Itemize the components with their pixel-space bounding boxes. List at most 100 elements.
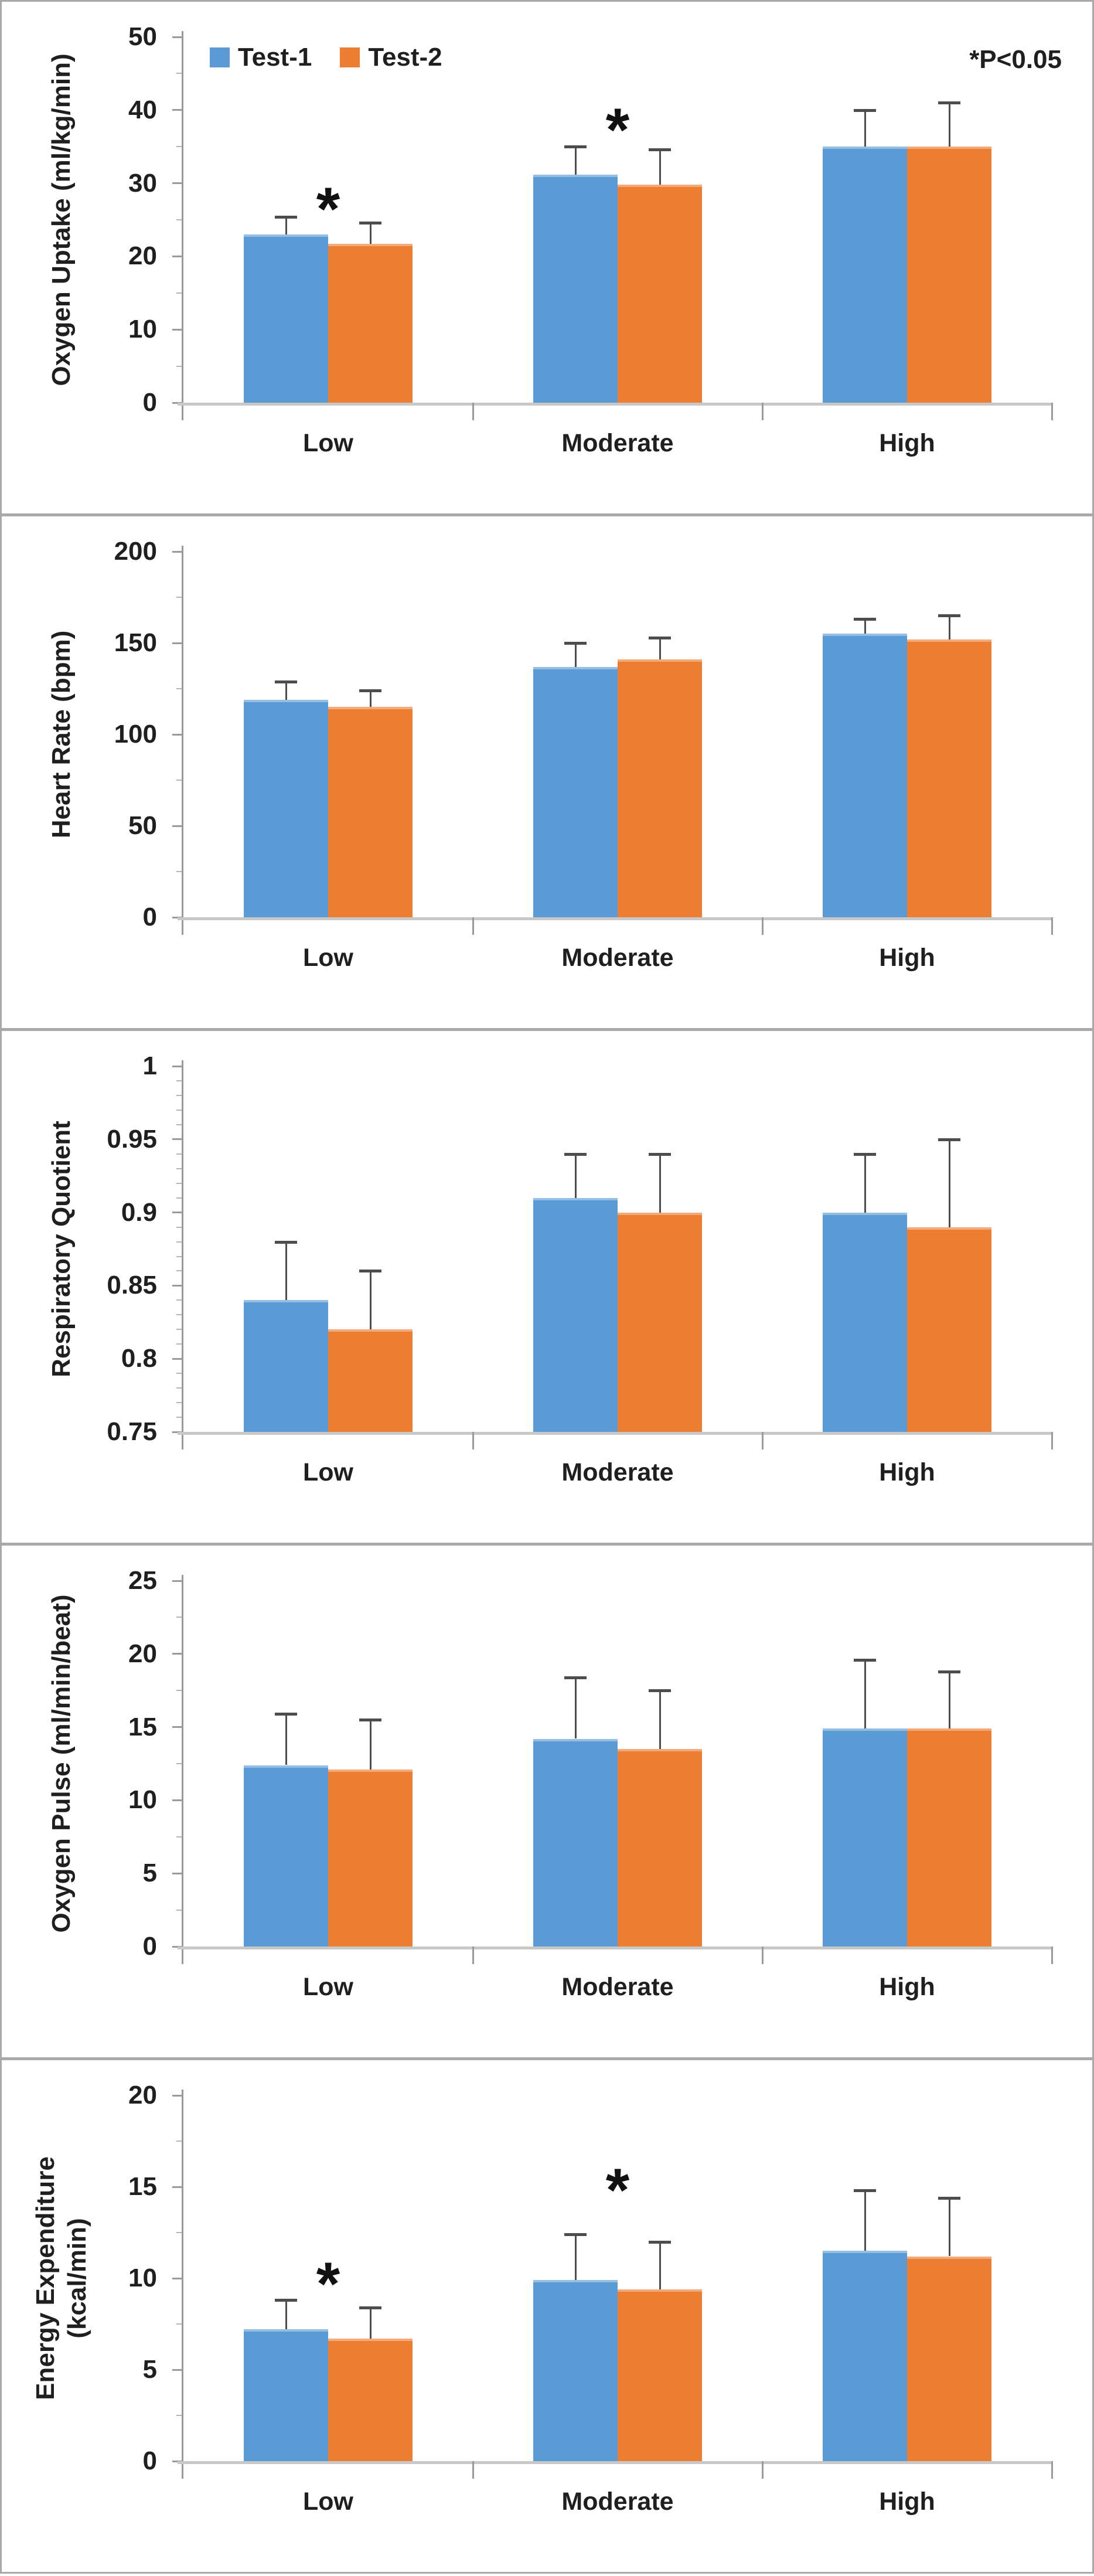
y-axis-line	[182, 546, 183, 935]
y-major-tick	[172, 1580, 182, 1582]
y-minor-tick	[176, 597, 182, 598]
x-axis-group-tick	[472, 2461, 474, 2479]
error-bar-cap-test-2-moderate	[649, 2240, 671, 2244]
y-major-tick	[172, 1799, 182, 1801]
y-minor-tick	[176, 1763, 182, 1764]
y-tick-label: 5	[142, 2355, 157, 2384]
bar-test-1-high	[823, 147, 907, 403]
error-bar-cap-test-1-moderate	[564, 1152, 587, 1156]
category-label-low: Low	[303, 2487, 353, 2516]
chart-panel-energy-expenditure: Energy Expenditure (kcal/min) 0 5 10 15 20 Low M…	[0, 2058, 1094, 2574]
y-minor-tick	[176, 1402, 182, 1404]
error-bar-line-test-2-moderate	[659, 149, 661, 185]
y-minor-tick	[176, 1094, 182, 1096]
error-bar-cap-test-1-low	[275, 1240, 297, 1244]
category-label-high: High	[879, 1458, 935, 1486]
y-major-tick	[172, 1212, 182, 1214]
x-axis-group-tick	[472, 1947, 474, 1964]
error-bar-cap-test-2-moderate	[649, 636, 671, 639]
y-minor-tick	[176, 1343, 182, 1345]
y-major-tick	[172, 825, 182, 827]
y-axis-line	[182, 1060, 183, 1449]
x-axis-group-tick	[472, 1432, 474, 1449]
significance-asterisk-low: *	[316, 2250, 340, 2318]
y-axis-line	[182, 1575, 183, 1964]
category-label-high: High	[879, 429, 935, 457]
bar-test-2-moderate	[618, 185, 702, 403]
significance-asterisk-moderate: *	[605, 96, 630, 165]
bar-top-highlight	[618, 2289, 702, 2292]
y-major-tick	[172, 2460, 182, 2462]
significance-asterisk-moderate: *	[605, 2156, 630, 2225]
y-tick-label: 200	[114, 537, 157, 566]
bar-top-highlight	[533, 1738, 618, 1741]
bar-test-1-low	[244, 234, 328, 403]
bar-top-highlight	[244, 1300, 328, 1303]
bar-test-2-moderate	[618, 2289, 702, 2461]
y-minor-tick	[176, 871, 182, 872]
error-bar-line-test-1-high	[864, 2190, 866, 2251]
error-bar-cap-test-2-low	[359, 1719, 381, 1722]
y-major-tick	[172, 182, 182, 185]
y-minor-tick	[176, 146, 182, 148]
y-minor-tick	[176, 73, 182, 74]
chart-panel-respiratory-quotient: Respiratory Quotient 0.75 0.8 0.85 0.9 0.95 1 L…	[0, 1029, 1094, 1544]
error-bar-line-test-1-low	[285, 1714, 287, 1765]
y-tick-label: 20	[128, 2081, 157, 2109]
y-tick-label: 0.75	[107, 1417, 157, 1446]
bar-test-1-moderate	[533, 174, 618, 403]
y-minor-tick	[176, 1836, 182, 1837]
y-major-tick	[172, 1138, 182, 1141]
y-major-tick	[172, 916, 182, 918]
y-tick-label: 50	[128, 22, 157, 51]
y-minor-tick	[176, 1080, 182, 1081]
category-label-moderate: Moderate	[561, 1973, 674, 2001]
x-axis-baseline	[178, 403, 1052, 406]
y-tick-label: 0.85	[107, 1271, 157, 1300]
error-bar-cap-test-2-high	[938, 101, 960, 105]
error-bar-cap-test-1-high	[854, 618, 876, 621]
category-label-moderate: Moderate	[561, 1458, 674, 1486]
y-axis-line	[182, 31, 183, 420]
bar-test-1-moderate	[533, 666, 618, 917]
y-minor-tick	[176, 1417, 182, 1418]
y-tick-label: 20	[128, 241, 157, 271]
bar-top-highlight	[907, 147, 991, 149]
error-bar-line-test-1-moderate	[574, 2234, 577, 2281]
bar-top-highlight	[244, 234, 328, 237]
y-major-tick	[172, 1284, 182, 1287]
error-bar-line-test-2-moderate	[659, 637, 661, 659]
y-minor-tick	[176, 1909, 182, 1911]
y-minor-tick	[176, 1690, 182, 1692]
error-bar-cap-test-2-low	[359, 222, 381, 224]
y-tick-label: 0	[142, 388, 157, 417]
bar-test-1-moderate	[533, 1738, 618, 1947]
error-bar-line-test-2-moderate	[659, 2241, 661, 2289]
bar-test-2-low	[328, 1329, 413, 1432]
y-major-tick	[172, 1872, 182, 1874]
bar-test-2-high	[907, 147, 991, 403]
error-bar-cap-test-2-high	[938, 614, 960, 618]
error-bar-line-test-1-moderate	[574, 1677, 577, 1739]
bar-top-highlight	[533, 666, 618, 669]
category-label-low: Low	[303, 1458, 353, 1486]
x-axis-group-tick	[1051, 403, 1053, 420]
bar-test-2-low	[328, 707, 413, 917]
bar-top-highlight	[244, 2329, 328, 2332]
y-major-tick	[172, 2186, 182, 2188]
y-tick-label: 10	[128, 1785, 157, 1815]
y-major-tick	[172, 328, 182, 331]
category-label-high: High	[879, 1973, 935, 2001]
legend: Test-1 Test-2	[210, 43, 471, 72]
y-minor-tick	[176, 1109, 182, 1111]
bar-test-1-high	[823, 1212, 907, 1432]
bar-test-2-high	[907, 1227, 991, 1432]
error-bar-cap-test-1-moderate	[564, 1676, 587, 1679]
y-axis-line	[182, 2090, 183, 2479]
error-bar-cap-test-1-high	[854, 2189, 876, 2193]
error-bar-line-test-1-high	[864, 1153, 866, 1213]
bar-test-1-high	[823, 634, 907, 917]
bar-test-1-moderate	[533, 1197, 618, 1432]
x-axis-group-tick	[472, 403, 474, 420]
error-bar-line-test-2-low	[369, 690, 372, 707]
